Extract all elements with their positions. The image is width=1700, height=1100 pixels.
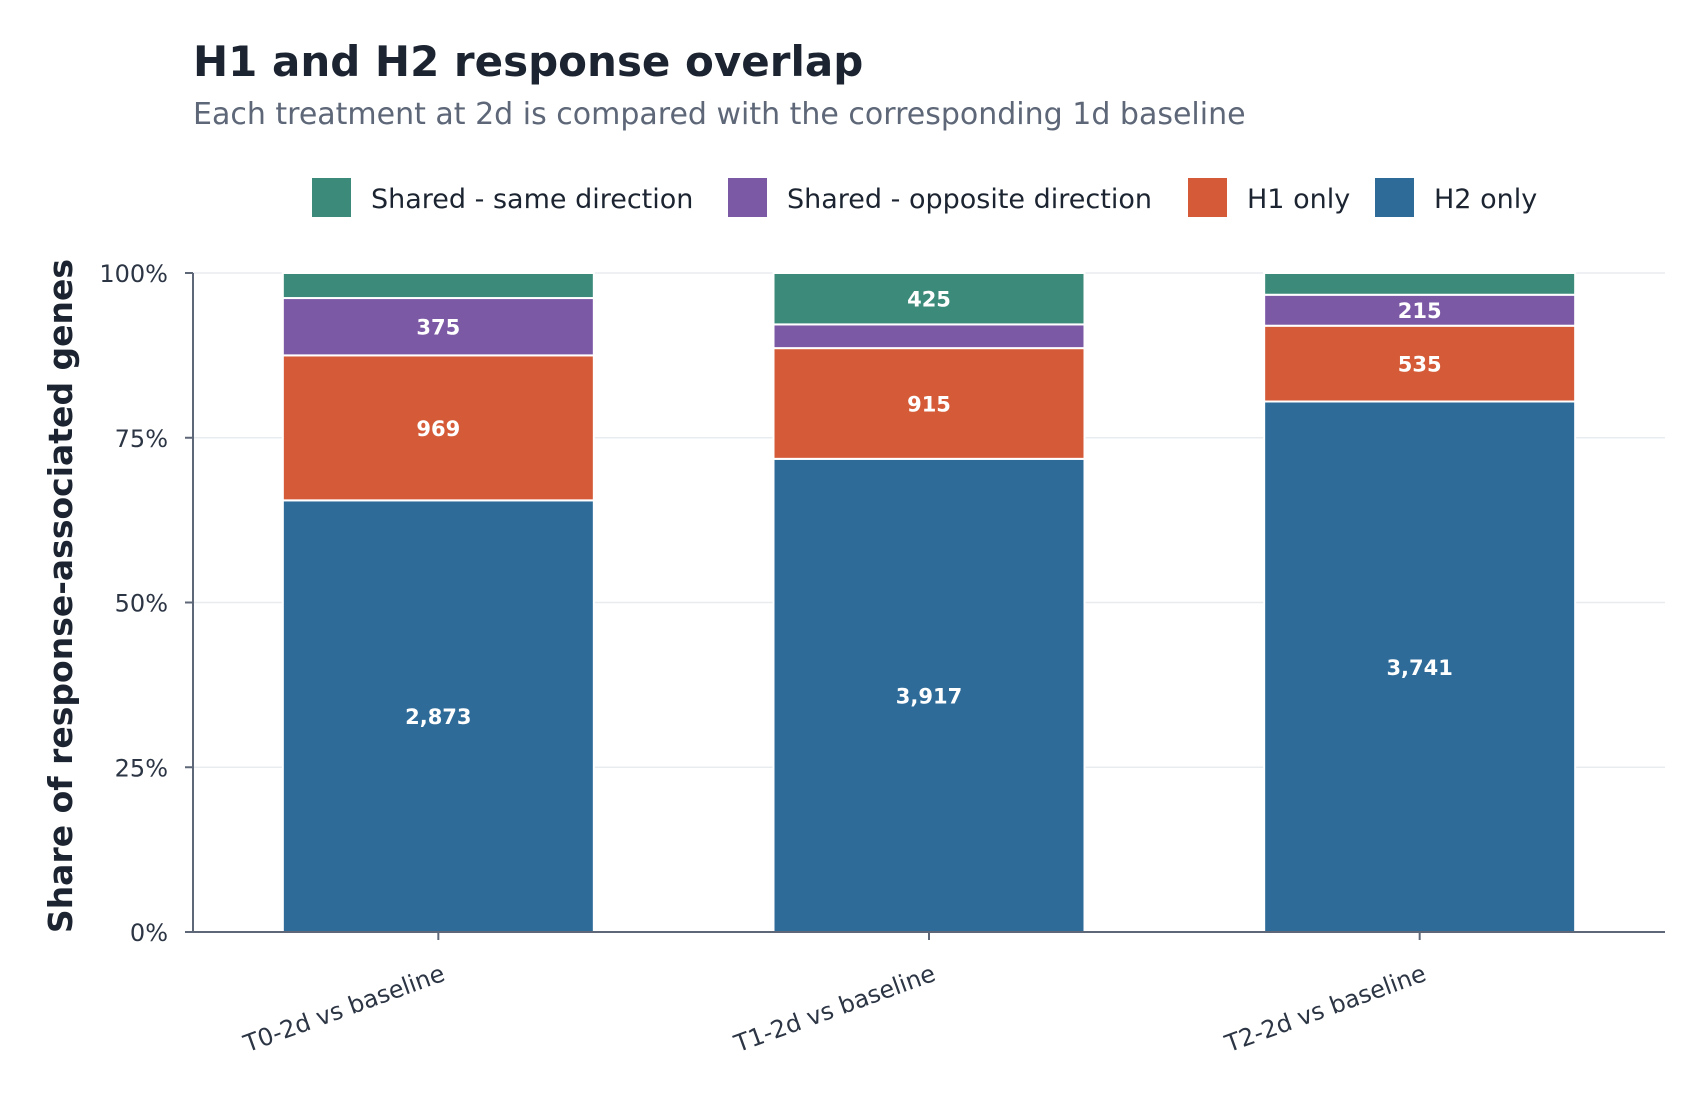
legend-label-h2-only: H2 only xyxy=(1434,184,1537,215)
legend-swatch-h2-only xyxy=(1375,178,1414,217)
y-tick-label: 0% xyxy=(130,919,168,947)
bar-segment-2-h1-only xyxy=(772,347,1086,460)
data-label: 535 xyxy=(1398,353,1442,377)
data-label: 915 xyxy=(907,392,951,416)
data-label: 375 xyxy=(416,316,460,340)
chart-title: H1 and H2 response overlap xyxy=(193,37,863,86)
bar-segment-2-h2-only xyxy=(772,457,1086,933)
bar-segment-3-shared-opposite-direction xyxy=(1263,293,1577,327)
data-label: 3,917 xyxy=(896,684,962,708)
bar-segment-1-h1-only xyxy=(281,354,595,502)
data-label: 215 xyxy=(1398,299,1442,323)
x-tick-label: T0-2d vs baseline xyxy=(239,959,448,1058)
legend-label-shared-opposite-direction: Shared - opposite direction xyxy=(787,184,1152,215)
bar-segment-3-shared-same-direction xyxy=(1263,272,1577,296)
bar-segment-3-h1-only xyxy=(1263,324,1577,403)
chart-subtitle: Each treatment at 2d is compared with th… xyxy=(193,97,1246,132)
bar-segment-2-shared-opposite-direction xyxy=(772,323,1086,350)
legend-swatch-shared-opposite-direction xyxy=(728,178,767,217)
data-label: 969 xyxy=(416,417,460,441)
x-ticks: T0-2d vs baseline T1-2d vs baseline T2-2d … xyxy=(239,932,1430,1058)
legend: Shared - same direction Shared - opposite… xyxy=(312,178,1537,217)
y-tick-label: 75% xyxy=(115,425,168,453)
legend-label-shared-same-direction: Shared - same direction xyxy=(371,184,693,215)
bar-segment-1-shared-same-direction xyxy=(281,272,595,300)
legend-swatch-h1-only xyxy=(1188,178,1227,217)
x-tick-label: T1-2d vs baseline xyxy=(730,959,939,1058)
y-axis-label: Share of response-associated genes xyxy=(41,259,80,933)
legend-swatch-shared-same-direction xyxy=(312,178,351,217)
y-ticks: 0% 25% 50% 75% 100% xyxy=(99,260,193,947)
y-tick-label: 100% xyxy=(99,260,168,288)
bar-segment-3-h2-only xyxy=(1263,400,1577,933)
data-label: 2,873 xyxy=(405,705,471,729)
x-tick-label: T2-2d vs baseline xyxy=(1220,959,1429,1058)
bar-segment-1-h2-only xyxy=(281,499,595,933)
y-tick-label: 25% xyxy=(115,754,168,782)
bar-segment-2-shared-same-direction xyxy=(772,272,1086,326)
y-tick-label: 50% xyxy=(115,590,168,618)
legend-label-h1-only: H1 only xyxy=(1247,184,1350,215)
data-label: 425 xyxy=(907,288,951,312)
bars: 2,873 969 375 3,917 915 425 3,741 535 215 xyxy=(281,272,1577,933)
data-label: 3,741 xyxy=(1386,656,1452,680)
